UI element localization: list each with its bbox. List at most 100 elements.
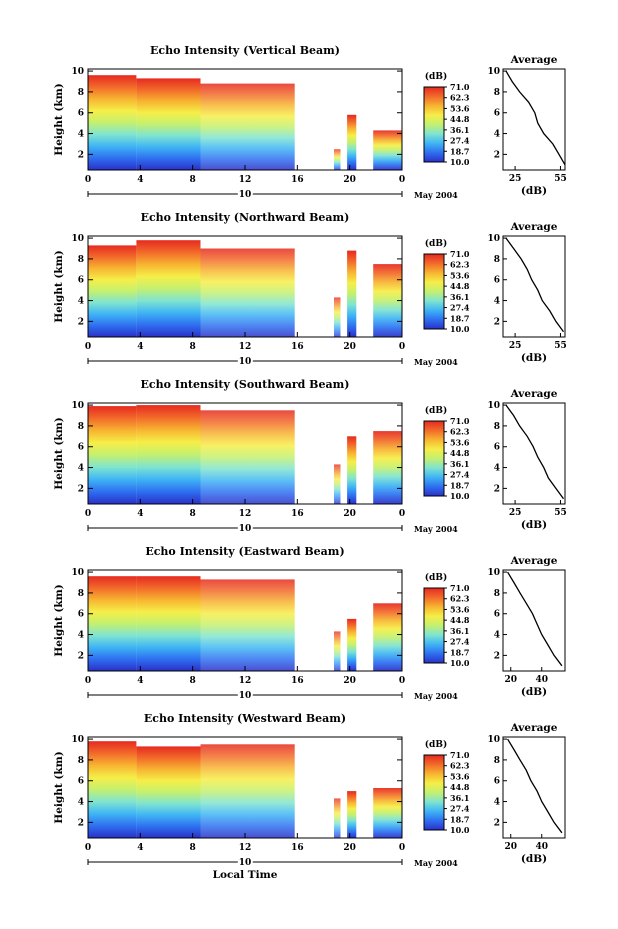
colorbar: [423, 754, 445, 831]
avg-title: Average: [510, 555, 558, 567]
panel-3: Echo Intensity (Southward Beam) 2 4 6 8 10 0 4 8…: [53, 378, 567, 536]
y-tick-label: 2: [78, 317, 84, 327]
colorbar-tick-label: 10.0: [450, 324, 470, 334]
colorbar-tick-label: 27.4: [450, 804, 470, 814]
echo-block-1: [88, 245, 137, 337]
echo-block-2: [136, 405, 201, 504]
y-tick-label: 4: [78, 631, 84, 641]
avg-x-tick-label: 55: [554, 174, 567, 184]
colorbar-tick-label: 10.0: [450, 157, 470, 167]
echo-block-3: [200, 744, 295, 838]
echo-block-3: [200, 83, 295, 170]
colorbar-tick-label: 62.3: [450, 427, 470, 437]
colorbar-tick-label: 71.0: [450, 249, 470, 259]
avg-x-label: (dB): [521, 519, 547, 531]
y-tick-label: 2: [78, 818, 84, 828]
y-tick-label: 4: [78, 464, 84, 474]
echo-block-1: [88, 406, 137, 504]
avg-x-tick-label: 20: [504, 842, 517, 852]
echo-block-2: [136, 576, 201, 671]
y-tick-label: 10: [71, 401, 84, 411]
avg-y-tick-label: 6: [494, 777, 500, 787]
y-tick-label: 8: [78, 756, 84, 766]
colorbar-unit: (dB): [425, 739, 447, 750]
colorbar-tick-label: 44.8: [450, 448, 470, 458]
avg-profile-line: [505, 237, 565, 333]
colorbar-unit: (dB): [425, 71, 447, 82]
colorbar-tick-label: 36.1: [450, 459, 469, 469]
x-tick-label: 16: [291, 676, 304, 686]
y-tick-label: 10: [71, 735, 84, 745]
y-tick-label: 6: [78, 276, 84, 286]
echo-block-3: [200, 579, 295, 671]
echo-block-6: [373, 788, 402, 838]
avg-y-tick-label: 10: [487, 401, 500, 411]
echo-block-4: [334, 149, 341, 170]
y-tick-label: 4: [78, 130, 84, 140]
x-tick-label: 20: [343, 175, 356, 185]
echo-block-2: [136, 746, 201, 838]
colorbar-unit: (dB): [425, 238, 447, 249]
avg-x-tick-label: 55: [554, 341, 567, 351]
colorbar-tick-label: 71.0: [450, 416, 470, 426]
avg-y-tick-label: 8: [494, 756, 500, 766]
x-tick-label: 20: [343, 843, 356, 853]
y-tick-label: 10: [71, 234, 84, 244]
echo-block-1: [88, 741, 137, 838]
date-label: May 2004: [414, 524, 458, 534]
avg-profile-line: [505, 404, 565, 500]
panel-title: Echo Intensity (Northward Beam): [141, 211, 350, 224]
date-label: May 2004: [414, 858, 458, 868]
colorbar-tick-label: 53.6: [450, 604, 470, 614]
panel-1: Echo Intensity (Vertical Beam) 2 4 6 8 10 0 4 8 1…: [53, 44, 567, 202]
colorbar-tick-label: 10.0: [450, 491, 470, 501]
echo-block-6: [373, 603, 402, 671]
colorbar-tick-label: 27.4: [450, 136, 470, 146]
echo-block-4: [334, 297, 341, 337]
day-label: 10: [239, 691, 252, 701]
avg-x-tick-label: 55: [554, 508, 567, 518]
colorbar-tick-label: 18.7: [450, 146, 469, 156]
day-label: 10: [239, 357, 252, 367]
x-tick-label: 12: [239, 342, 252, 352]
echo-block-5: [347, 114, 357, 170]
colorbar-tick-label: 62.3: [450, 93, 470, 103]
echo-block-5: [347, 791, 357, 838]
x-axis-label: Local Time: [213, 869, 278, 881]
avg-y-tick-label: 6: [494, 610, 500, 620]
colorbar-tick-label: 71.0: [450, 583, 470, 593]
colorbar-tick-label: 10.0: [450, 825, 470, 835]
panel-title: Echo Intensity (Westward Beam): [144, 712, 346, 725]
x-tick-label: 0: [85, 509, 91, 519]
x-tick-label: 8: [190, 175, 196, 185]
avg-title: Average: [510, 54, 558, 66]
y-tick-label: 4: [78, 297, 84, 307]
echo-block-6: [373, 130, 402, 170]
x-tick-label: 12: [239, 676, 252, 686]
colorbar-tick-label: 62.3: [450, 260, 470, 270]
avg-y-tick-label: 2: [494, 818, 500, 828]
x-tick-label: 4: [137, 843, 143, 853]
y-tick-label: 6: [78, 777, 84, 787]
echo-block-5: [347, 250, 357, 337]
x-tick-label: 0: [85, 676, 91, 686]
colorbar-tick-label: 18.7: [450, 814, 469, 824]
avg-x-tick-label: 20: [504, 675, 517, 685]
avg-y-tick-label: 10: [487, 568, 500, 578]
colorbar-unit: (dB): [425, 405, 447, 416]
colorbar-tick-label: 36.1: [450, 292, 469, 302]
y-tick-label: 6: [78, 443, 84, 453]
panel-4: Echo Intensity (Eastward Beam) 2 4 6 8 10 0 4 8 1…: [53, 545, 566, 703]
colorbar-tick-label: 71.0: [450, 82, 470, 92]
avg-x-tick-label: 25: [509, 341, 522, 351]
avg-y-tick-label: 6: [494, 276, 500, 286]
x-tick-label: 8: [190, 509, 196, 519]
x-tick-label: 0: [399, 676, 405, 686]
colorbar-tick-label: 10.0: [450, 658, 470, 668]
avg-y-tick-label: 6: [494, 109, 500, 119]
x-tick-label: 4: [137, 509, 143, 519]
avg-title: Average: [510, 388, 558, 400]
colorbar: [423, 587, 445, 664]
colorbar-tick-label: 18.7: [450, 313, 469, 323]
x-tick-label: 20: [343, 676, 356, 686]
